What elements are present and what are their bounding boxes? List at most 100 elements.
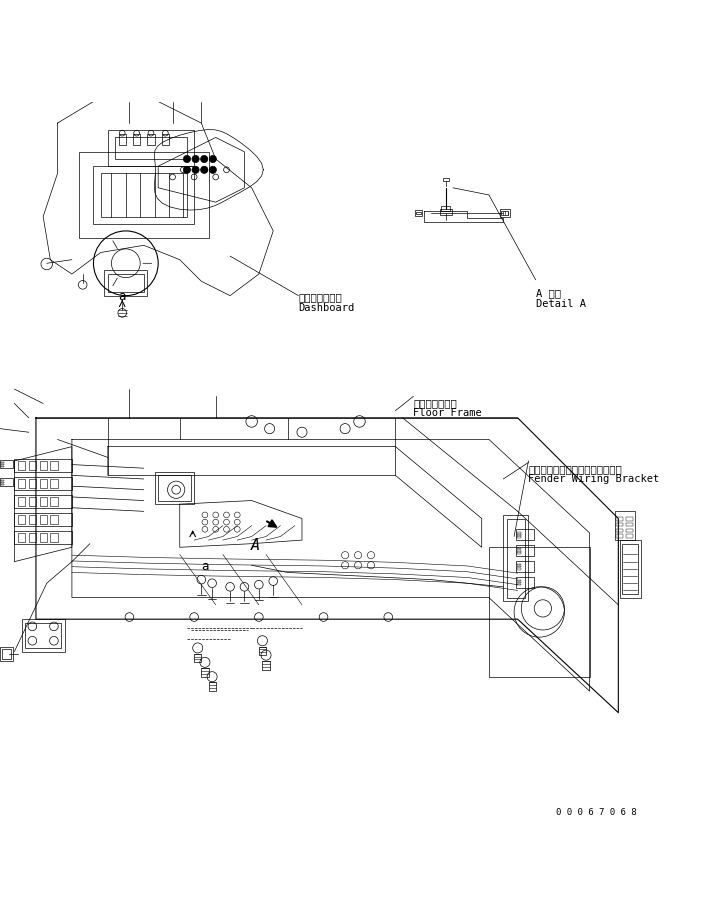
Bar <box>416 211 421 215</box>
Bar <box>29 461 36 470</box>
Circle shape <box>209 166 216 173</box>
Bar <box>108 274 144 292</box>
Bar <box>18 514 25 525</box>
Bar <box>29 479 36 489</box>
Bar <box>14 477 72 490</box>
Bar <box>1 479 4 481</box>
Bar <box>162 134 169 145</box>
Text: A 詳細: A 詳細 <box>536 289 561 299</box>
Bar <box>101 173 187 217</box>
Bar <box>115 137 187 159</box>
Bar <box>1 462 4 463</box>
Bar <box>14 513 72 526</box>
Bar <box>517 548 521 550</box>
Bar <box>500 209 510 217</box>
Bar <box>626 528 633 532</box>
Bar <box>104 270 147 296</box>
Bar <box>517 582 521 584</box>
Bar <box>1 464 4 466</box>
Bar <box>517 568 521 570</box>
Bar <box>40 497 47 506</box>
Bar <box>25 622 61 648</box>
Bar <box>50 479 58 489</box>
Bar <box>0 646 13 661</box>
Bar <box>517 584 521 585</box>
Bar <box>440 209 452 215</box>
Text: フロアフレーム: フロアフレーム <box>413 397 457 408</box>
Bar <box>616 535 623 538</box>
Bar <box>158 476 191 501</box>
Bar <box>517 537 521 538</box>
Bar <box>615 512 635 540</box>
Bar <box>1 466 4 467</box>
Circle shape <box>201 166 208 173</box>
Bar <box>201 668 209 677</box>
Text: Dashboard: Dashboard <box>298 302 354 313</box>
Bar <box>18 533 25 542</box>
Text: a: a <box>201 561 209 573</box>
Bar <box>259 646 266 656</box>
Bar <box>40 479 47 489</box>
Bar <box>108 130 194 166</box>
Bar <box>443 178 449 181</box>
Bar <box>517 535 521 536</box>
Bar <box>79 152 209 238</box>
Bar <box>616 528 623 532</box>
Text: Detail A: Detail A <box>536 299 586 309</box>
Bar <box>18 479 25 489</box>
Bar <box>626 523 633 526</box>
Bar <box>0 478 13 486</box>
Bar <box>516 545 534 556</box>
Circle shape <box>183 166 191 173</box>
Bar <box>29 533 36 542</box>
Bar <box>50 461 58 470</box>
Bar <box>620 540 641 597</box>
Bar <box>40 533 47 542</box>
Bar <box>517 564 521 565</box>
Bar <box>50 514 58 525</box>
Text: 0 0 0 6 7 0 6 8: 0 0 0 6 7 0 6 8 <box>557 809 637 817</box>
Bar <box>209 682 216 692</box>
Bar <box>626 517 633 521</box>
Bar <box>1 482 4 483</box>
Bar <box>626 535 633 538</box>
Text: Fender Wiring Bracket: Fender Wiring Bracket <box>528 474 660 484</box>
Text: Floor Frame: Floor Frame <box>413 408 482 418</box>
Bar <box>616 523 623 526</box>
Bar <box>29 497 36 506</box>
Bar <box>441 207 450 211</box>
Bar <box>622 544 638 594</box>
Bar <box>517 532 521 534</box>
Bar <box>415 210 422 216</box>
Bar <box>616 517 623 521</box>
Bar <box>516 577 534 587</box>
Bar <box>503 514 528 601</box>
Bar <box>93 166 194 224</box>
Bar <box>517 550 521 551</box>
Circle shape <box>183 156 191 162</box>
Bar <box>119 134 126 145</box>
Bar <box>18 461 25 470</box>
Bar <box>517 580 521 581</box>
Circle shape <box>209 156 216 162</box>
Text: a: a <box>119 290 126 303</box>
Bar <box>507 518 525 597</box>
Bar <box>517 566 521 567</box>
Bar <box>22 620 65 652</box>
Circle shape <box>201 156 208 162</box>
Bar <box>262 661 270 669</box>
Bar <box>155 472 194 504</box>
Text: A: A <box>251 538 260 553</box>
Bar <box>14 531 72 544</box>
Bar <box>18 497 25 506</box>
Bar <box>194 654 201 662</box>
Bar <box>489 548 590 677</box>
Bar <box>2 649 11 658</box>
Bar <box>14 459 72 472</box>
Bar <box>14 495 72 508</box>
Bar <box>40 514 47 525</box>
Bar <box>516 561 534 572</box>
Bar <box>0 459 13 468</box>
Bar <box>50 497 58 506</box>
Bar <box>133 134 140 145</box>
